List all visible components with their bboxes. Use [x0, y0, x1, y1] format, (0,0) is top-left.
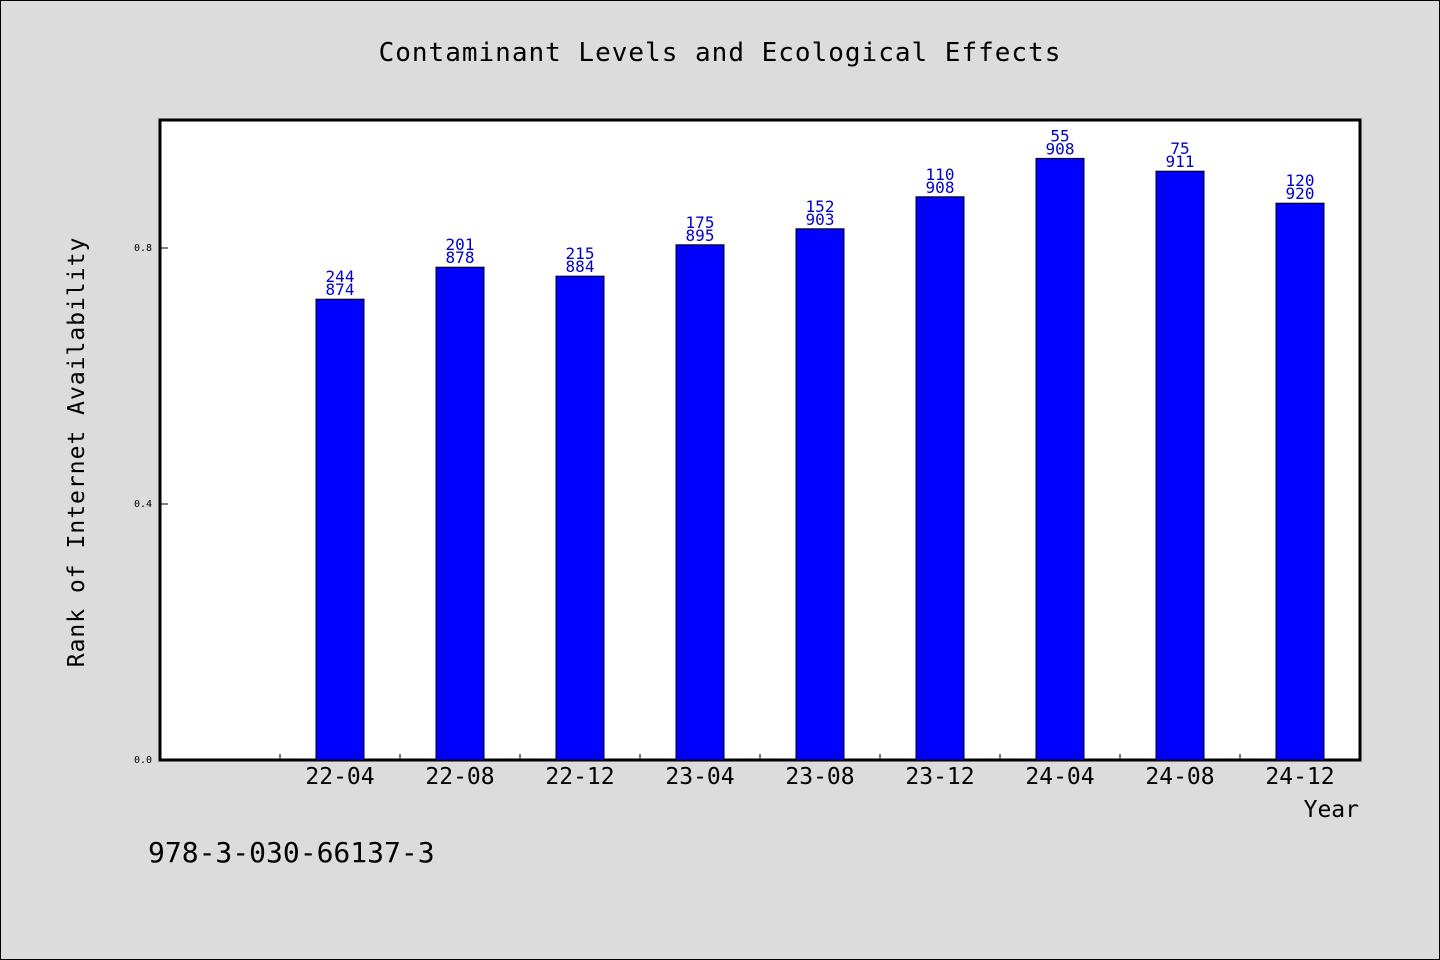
- bar-value-label: 874: [326, 280, 355, 299]
- x-tick-label: 23-12: [905, 764, 974, 790]
- x-tick-label: 22-04: [305, 764, 374, 790]
- x-tick-label: 22-08: [425, 764, 494, 790]
- x-tick-label: 24-04: [1025, 764, 1094, 790]
- bar: [435, 266, 485, 761]
- x-ticks-layer: 22-04 22-08 22-12 23-04 23-08 23-12 24-04 24-08…: [279, 754, 1335, 790]
- bars-layer: [315, 157, 1325, 761]
- bar-value-label: 244: [326, 267, 355, 286]
- y-ticks-layer: 0.0 0.4 0.8: [134, 243, 168, 766]
- bar: [1035, 157, 1085, 761]
- bar: [795, 228, 845, 761]
- bar: [915, 196, 965, 761]
- x-tick-label: 24-12: [1265, 764, 1334, 790]
- y-axis-label: Rank of Internet Availability: [64, 237, 90, 668]
- bar-value-label: 920: [1286, 184, 1315, 203]
- bar-value-label: 201: [446, 235, 475, 254]
- bar-value-label: 908: [1046, 139, 1075, 158]
- bar-value-label: 878: [446, 248, 475, 267]
- bar-value-label: 175: [686, 213, 715, 232]
- bar-value-label: 908: [926, 178, 955, 197]
- y-tick-label: 0.8: [134, 243, 152, 254]
- x-tick-label: 23-04: [665, 764, 734, 790]
- bar: [1155, 170, 1205, 761]
- bar: [1275, 202, 1325, 761]
- x-tick-label: 24-08: [1145, 764, 1214, 790]
- bar: [315, 298, 365, 761]
- bar-value-label: 895: [686, 226, 715, 245]
- x-tick-label: 22-12: [545, 764, 614, 790]
- bar-value-label: 215: [566, 244, 595, 263]
- bar-value-label: 110: [926, 165, 955, 184]
- bar: [675, 244, 725, 761]
- chart-title: Contaminant Levels and Ecological Effect…: [379, 38, 1062, 68]
- bar: [555, 275, 605, 761]
- y-tick-label: 0.4: [134, 499, 152, 510]
- x-tick-label: 23-08: [785, 764, 854, 790]
- bar-value-label: 55: [1050, 126, 1069, 145]
- footer-isbn: 978-3-030-66137-3: [148, 836, 435, 869]
- bar-value-label: 152: [806, 197, 835, 216]
- bar-value-label: 911: [1166, 152, 1195, 171]
- x-axis-label: Year: [1304, 797, 1359, 823]
- bar-value-label: 884: [566, 257, 595, 276]
- y-tick-label: 0.0: [134, 755, 152, 766]
- bar-value-label: 903: [806, 210, 835, 229]
- bar-value-label: 120: [1286, 171, 1315, 190]
- bar-value-label: 75: [1170, 139, 1189, 158]
